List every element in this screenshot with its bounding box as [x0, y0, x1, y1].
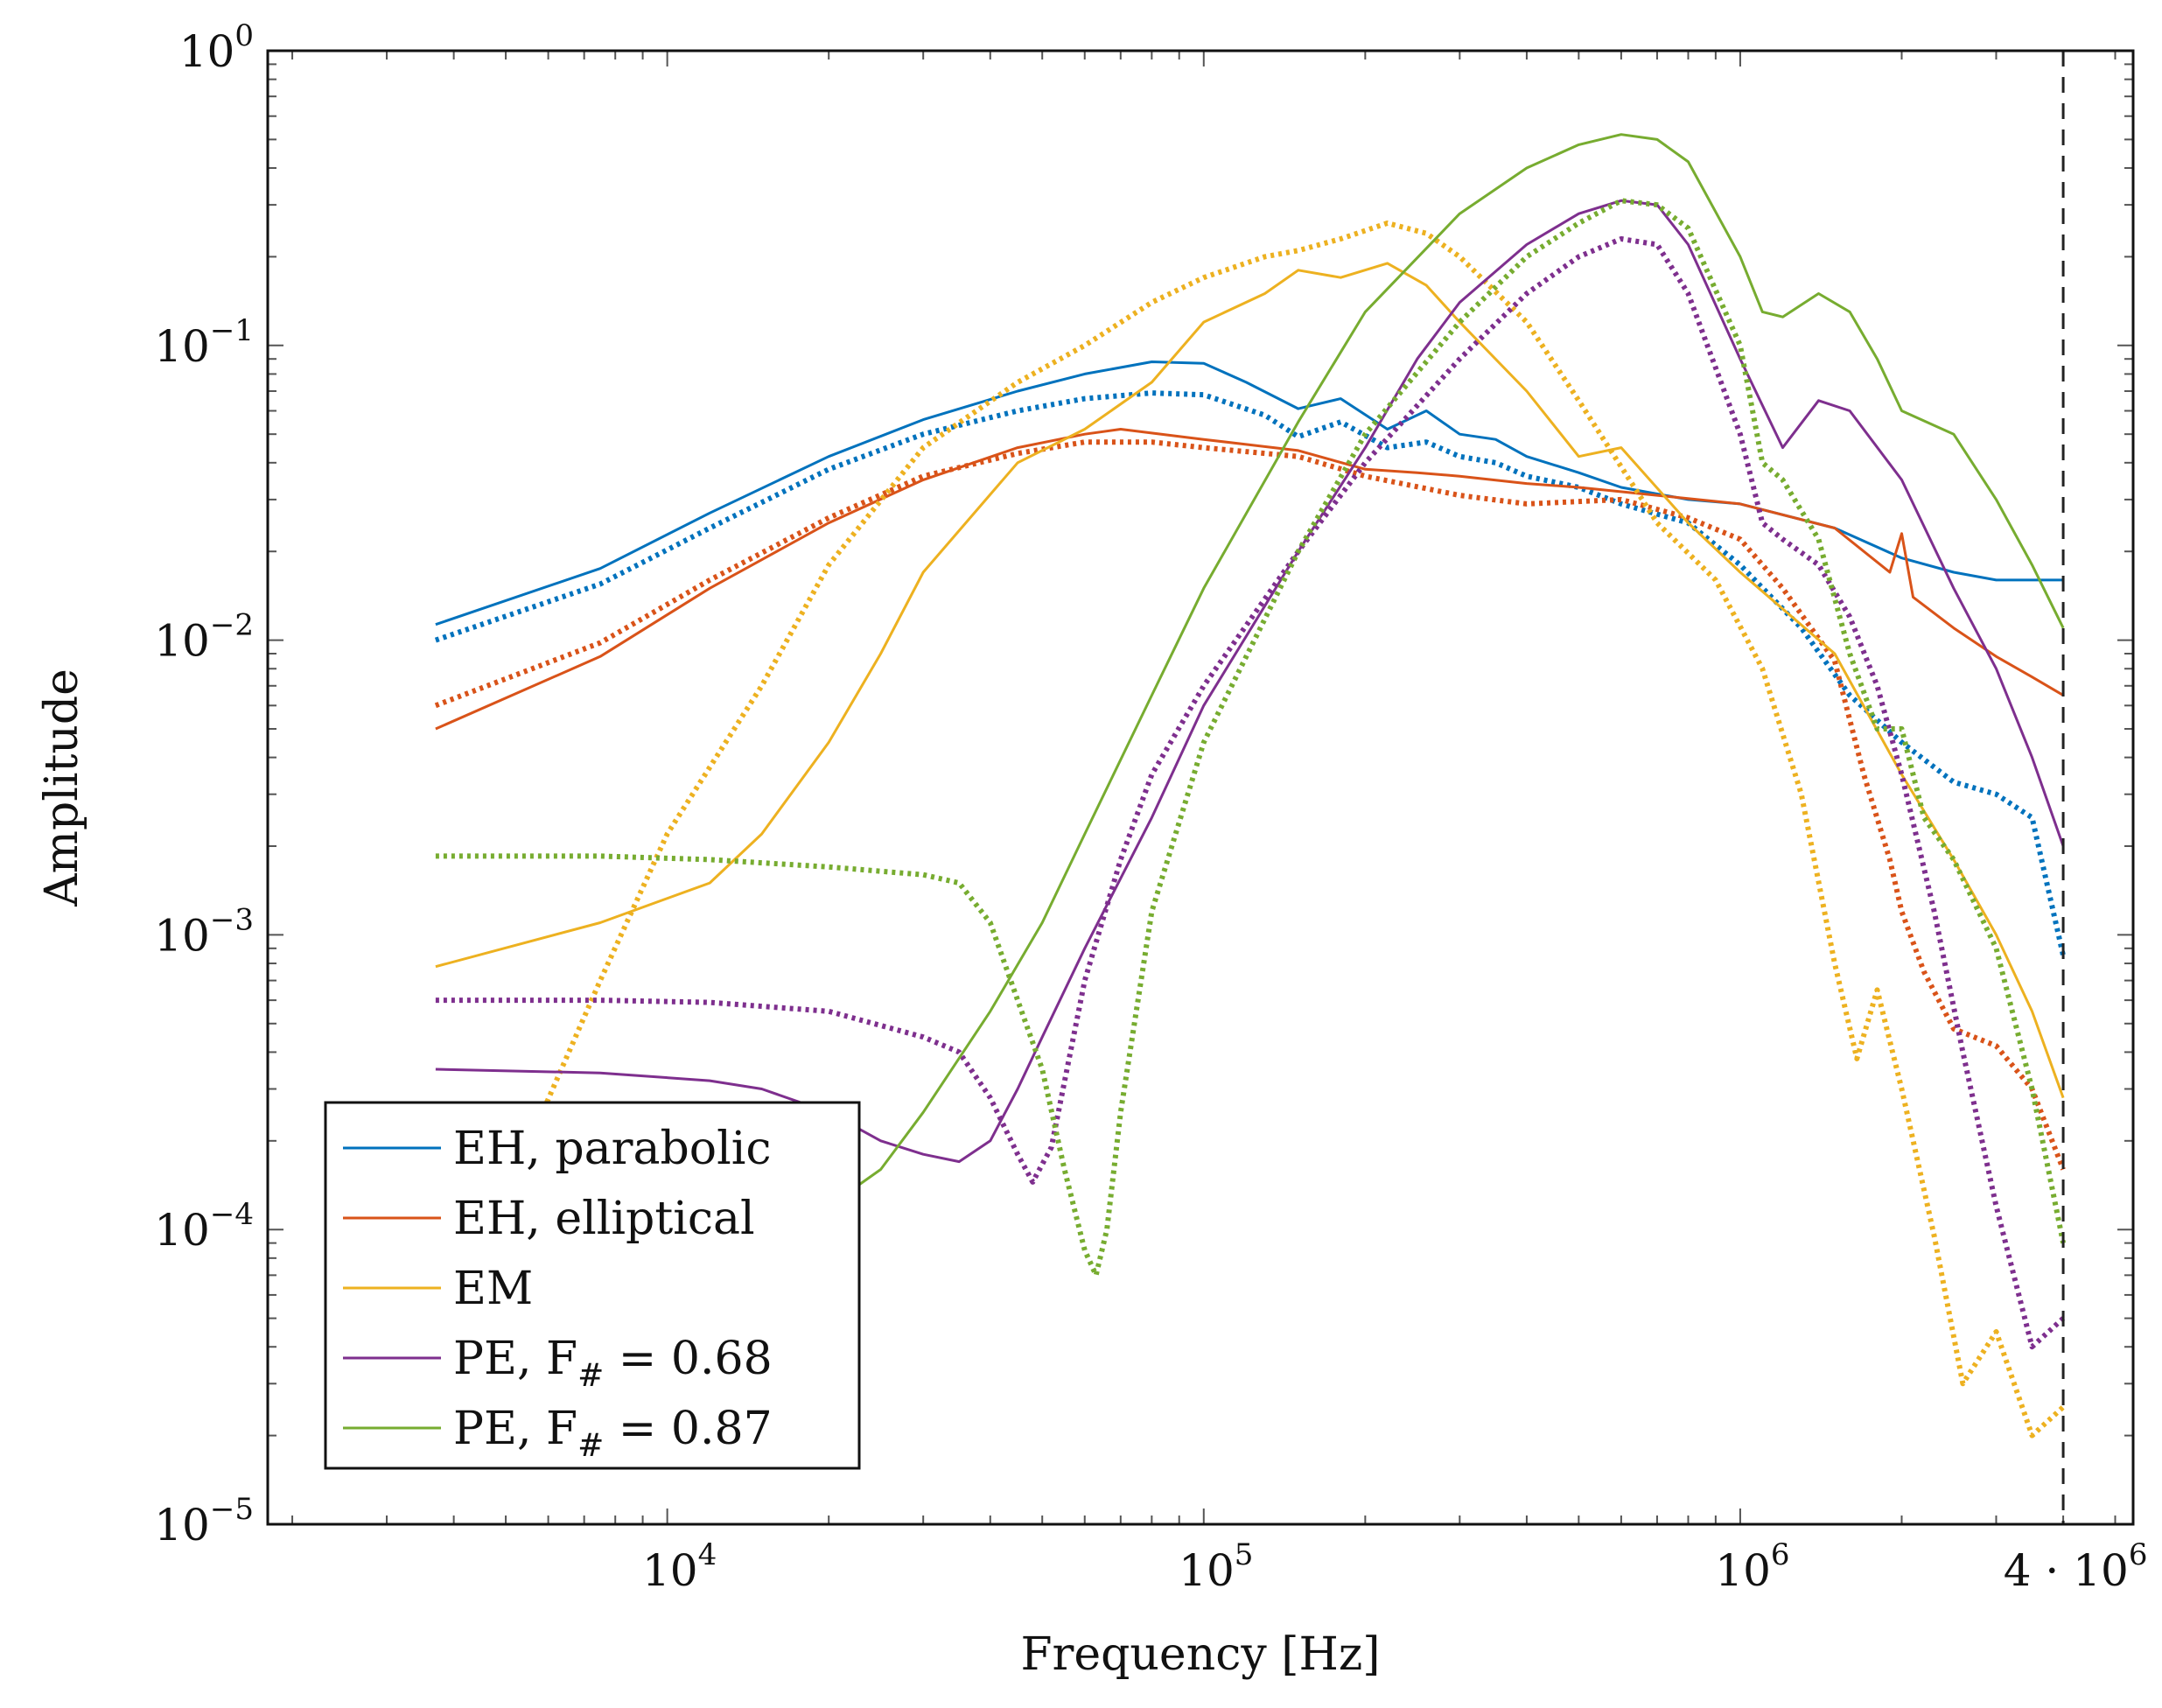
y-tick-label: 10−5 — [154, 1492, 254, 1550]
series-line — [435, 199, 2065, 1164]
y-tick-label: 10−4 — [154, 1197, 254, 1256]
y-axis-title: Amplitude — [36, 668, 88, 907]
series-line — [709, 133, 2065, 1260]
legend-label: EH, elliptical — [453, 1193, 755, 1245]
series-line — [435, 262, 2065, 1099]
series-line — [435, 428, 2064, 731]
legend-label: EM — [453, 1263, 533, 1315]
series-line — [434, 439, 2066, 1171]
series-line — [435, 198, 2067, 1278]
legend: EH, parabolic EH, elliptical EM PE, F# = 0.… — [324, 1101, 861, 1470]
x-tick-label: 104 — [642, 1537, 717, 1596]
plot-frame — [266, 49, 2135, 1526]
y-tick-label: 100 — [179, 18, 254, 77]
x-tick-label: 105 — [1179, 1537, 1253, 1596]
legend-label: PE, F# = 0.87 — [453, 1403, 773, 1464]
x-axis-title: Frequency [Hz] — [1020, 1628, 1380, 1681]
y-tick-label: 10−3 — [154, 902, 254, 961]
series-line — [435, 236, 2066, 1350]
legend-label: PE, F# = 0.68 — [453, 1333, 773, 1394]
labels-layer: 100 10−1 10−2 10−3 10−4 10−5 104 105 106 4 · 106 — [154, 18, 2147, 1596]
x-tick-label: 4 · 106 — [2004, 1537, 2148, 1596]
series-layer — [434, 133, 2067, 1438]
legend-label: EH, parabolic — [453, 1123, 772, 1175]
y-tick-label: 10−2 — [154, 608, 254, 667]
x-tick-label: 106 — [1715, 1537, 1789, 1596]
y-tick-label: 10−1 — [154, 313, 254, 372]
legend-box — [324, 1101, 861, 1470]
ticks-layer — [268, 50, 2133, 1525]
series-line — [503, 220, 2066, 1438]
